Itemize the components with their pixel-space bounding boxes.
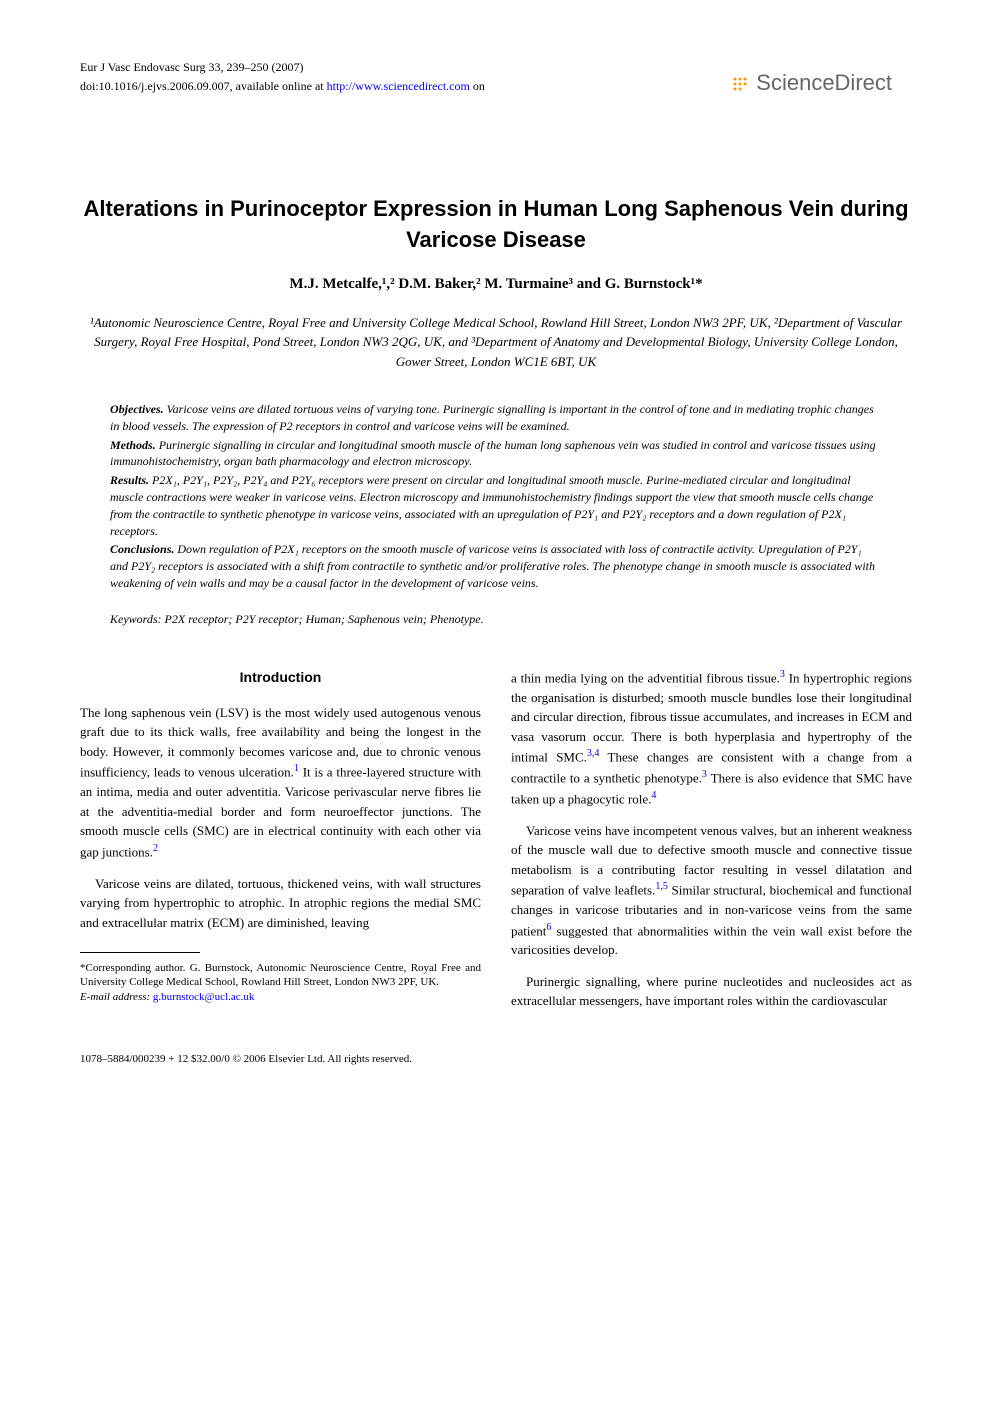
conclusions-text: Down regulation of P2X₁ receptors on the…	[110, 542, 875, 590]
objectives-label: Objectives.	[110, 402, 164, 416]
ref-2[interactable]: 2	[153, 843, 158, 854]
paragraph-5: Purinergic signalling, where purine nucl…	[511, 972, 912, 1011]
objectives-text: Varicose veins are dilated tortuous vein…	[110, 402, 874, 433]
footnote-text: *Corresponding author. G. Burnstock, Aut…	[80, 961, 481, 990]
paragraph-4: Varicose veins have incompetent venous v…	[511, 821, 912, 960]
brand-text: ScienceDirect	[756, 70, 892, 95]
sciencedirect-brand: ScienceDirect	[730, 70, 892, 96]
doi-prefix: doi:10.1016/j.ejvs.2006.09.007, availabl…	[80, 79, 327, 93]
ref-15[interactable]: 1,5	[655, 881, 668, 892]
methods-text: Purinergic signalling in circular and lo…	[110, 438, 876, 469]
footnote-email: E-mail address: g.burnstock@ucl.ac.uk	[80, 990, 481, 1004]
corresponding-author-footnote: *Corresponding author. G. Burnstock, Aut…	[80, 961, 481, 1004]
body-columns: Introduction The long saphenous vein (LS…	[80, 667, 912, 1023]
email-link[interactable]: g.burnstock@ucl.ac.uk	[153, 991, 254, 1003]
results-label: Results.	[110, 473, 149, 487]
copyright: 1078–5884/000239 + 12 $32.00/0 © 2006 El…	[80, 1053, 912, 1065]
paragraph-3: a thin media lying on the adventitial fi…	[511, 667, 912, 809]
abstract-conclusions: Conclusions. Down regulation of P2X₁ rec…	[110, 541, 882, 591]
article-title: Alterations in Purinoceptor Expression i…	[80, 194, 912, 256]
paragraph-2: Varicose veins are dilated, tortuous, th…	[80, 874, 481, 933]
abstract-methods: Methods. Purinergic signalling in circul…	[110, 437, 882, 471]
paragraph-1: The long saphenous vein (LSV) is the mos…	[80, 703, 481, 862]
abstract: Objectives. Varicose veins are dilated t…	[110, 401, 882, 592]
results-text: P2X₁, P2Y₁, P2Y₂, P2Y₄ and P2Y₆ receptor…	[110, 473, 873, 537]
footnote-divider	[80, 952, 200, 953]
left-column: Introduction The long saphenous vein (LS…	[80, 667, 481, 1023]
affiliations: ¹Autonomic Neuroscience Centre, Royal Fr…	[80, 313, 912, 372]
right-column: a thin media lying on the adventitial fi…	[511, 667, 912, 1023]
authors: M.J. Metcalfe,¹,² D.M. Baker,² M. Turmai…	[80, 276, 912, 293]
ref-4[interactable]: 4	[651, 790, 656, 801]
email-label: E-mail address:	[80, 991, 153, 1003]
doi-suffix: on	[470, 79, 485, 93]
sciencedirect-dots-icon	[730, 74, 750, 94]
methods-label: Methods.	[110, 438, 156, 452]
ref-34[interactable]: 3,4	[587, 748, 600, 759]
abstract-results: Results. P2X₁, P2Y₁, P2Y₂, P2Y₄ and P2Y₆…	[110, 472, 882, 539]
doi-link[interactable]: http://www.sciencedirect.com	[327, 79, 470, 93]
conclusions-label: Conclusions.	[110, 542, 174, 556]
introduction-heading: Introduction	[80, 667, 481, 688]
keywords: Keywords: P2X receptor; P2Y receptor; Hu…	[110, 612, 882, 627]
abstract-objectives: Objectives. Varicose veins are dilated t…	[110, 401, 882, 435]
